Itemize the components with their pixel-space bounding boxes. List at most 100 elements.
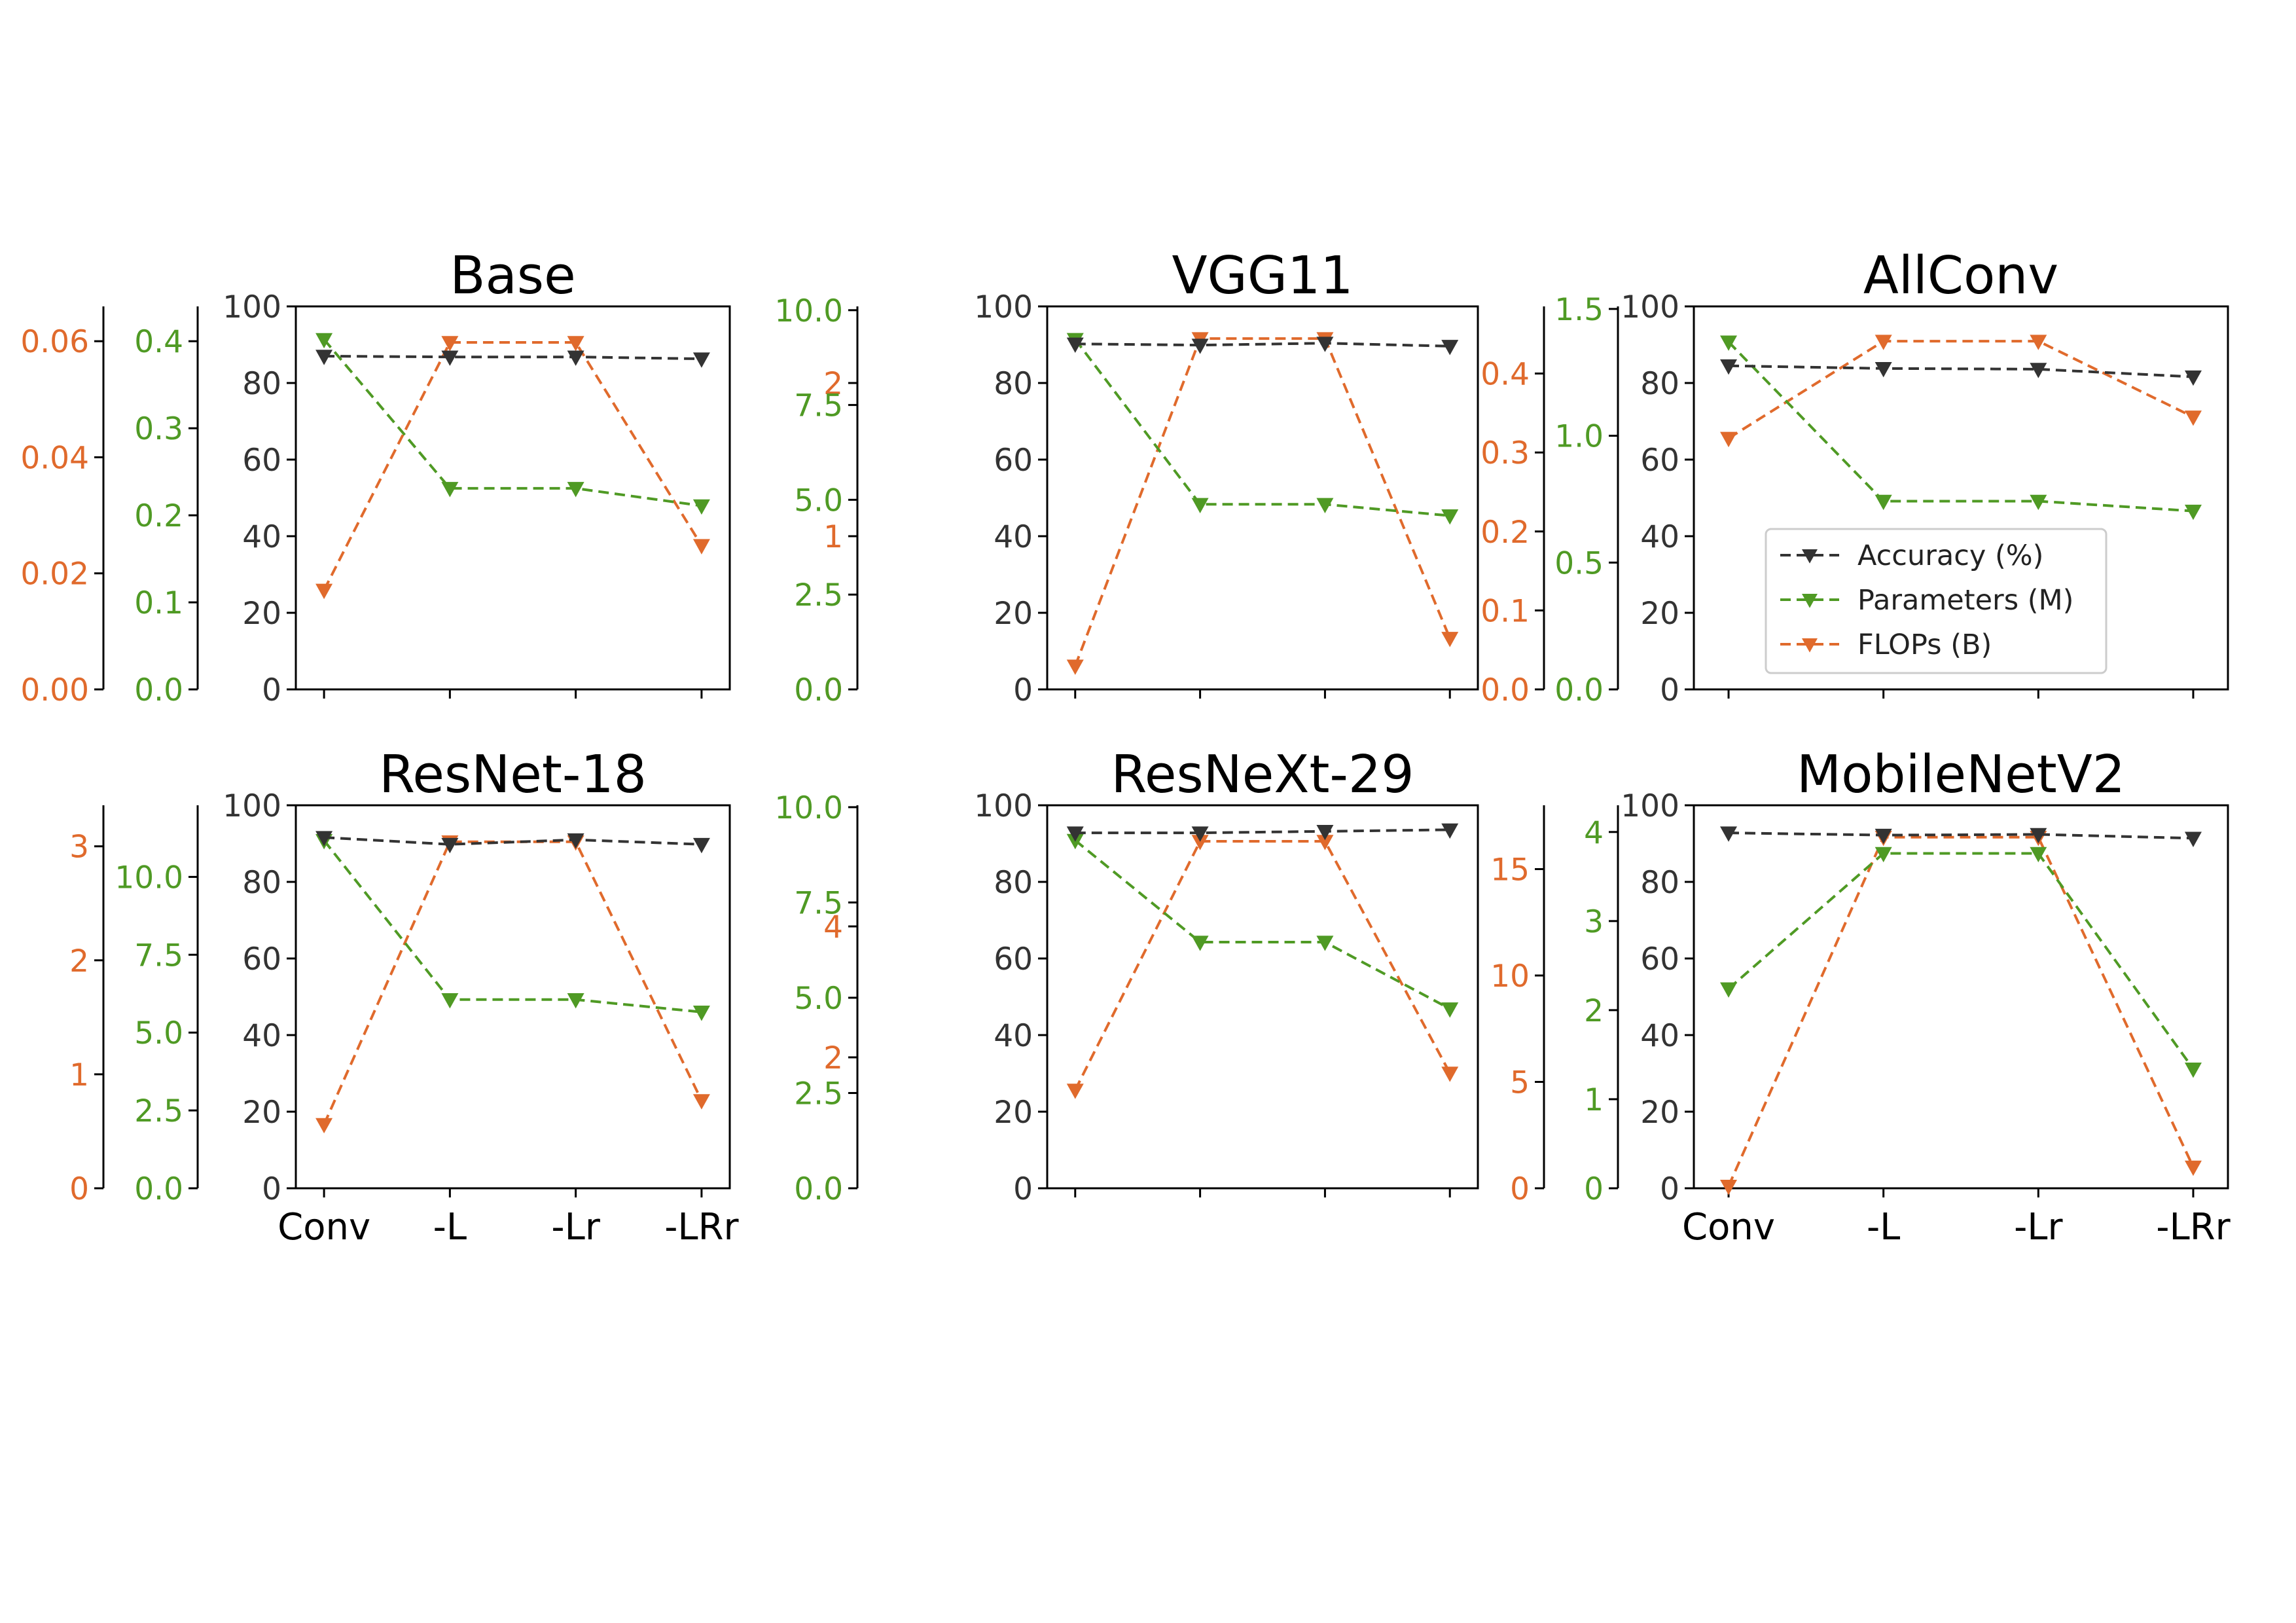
x-tick-label: -LRr — [664, 1206, 739, 1249]
y-tick-label-accuracy: 20 — [1640, 596, 1679, 632]
data-point-parameters — [1191, 498, 1209, 513]
y-tick-label-parameters: 2.5 — [794, 577, 843, 613]
legend-marker-flops — [1802, 638, 1818, 653]
data-point-parameters — [567, 993, 584, 1009]
data-point-flops — [1066, 1084, 1084, 1099]
series-line-accuracy — [323, 836, 702, 846]
series-line-parameters — [1074, 338, 1450, 517]
data-point-parameters — [441, 993, 459, 1009]
y-tick-label-accuracy: 40 — [242, 1018, 281, 1054]
data-point-accuracy — [1191, 338, 1209, 354]
y-tick-label-accuracy: 0 — [1660, 1171, 1679, 1207]
data-point-parameters — [2184, 1062, 2202, 1078]
y-tick-label-flops: 2 — [69, 943, 89, 979]
y-tick-label-parameters: 0.0 — [794, 672, 843, 708]
y-tick-label-flops: 0.0 — [1480, 672, 1530, 708]
y-axis-parameters: 0.0 0.5 1.0 1.5 — [1554, 292, 1619, 708]
data-point-accuracy — [692, 837, 710, 854]
y-tick-label-accuracy: 100 — [1621, 788, 1679, 824]
series-line-flops — [1073, 337, 1452, 666]
series-line-parameters — [323, 338, 702, 507]
y-tick-label-parameters: 5.0 — [134, 1015, 183, 1051]
y-tick-label-accuracy: 20 — [242, 596, 281, 632]
series-line-accuracy — [1075, 828, 1450, 835]
y-axis-flops: 0 1 2 3 — [69, 805, 105, 1207]
x-tick-label: Conv — [278, 1206, 370, 1249]
data-point-accuracy — [1441, 340, 1459, 356]
y-axis-flops: 0 5 10 15 — [1490, 805, 1545, 1207]
y-tick-label-accuracy: 60 — [242, 443, 281, 479]
data-point-accuracy — [315, 831, 333, 847]
y-tick-label-accuracy: 100 — [223, 289, 281, 325]
data-point-flops — [1316, 835, 1334, 850]
y-tick-label-parameters: 1.5 — [1554, 292, 1604, 328]
data-point-accuracy — [1316, 825, 1334, 841]
data-point-flops — [441, 336, 459, 352]
series-line-accuracy — [324, 355, 702, 361]
y-tick-label-flops: 0.02 — [20, 556, 89, 593]
series-line-parameters — [323, 839, 702, 1013]
y-axis-parameters: 0.0 2.5 5.0 7.5 10.0 — [774, 293, 859, 708]
y-tick-label-accuracy: 100 — [974, 788, 1033, 824]
data-point-parameters — [1191, 936, 1209, 951]
y-tick-label-flops: 0.2 — [1480, 515, 1530, 551]
y-tick-label-parameters: 2.5 — [134, 1093, 183, 1129]
data-point-flops — [315, 583, 333, 600]
x-tick-label: -Lr — [551, 1206, 600, 1249]
x-tick-label: Conv — [1682, 1206, 1775, 1249]
y-tick-label-accuracy: 20 — [994, 596, 1033, 632]
data-point-accuracy — [1874, 362, 1892, 378]
legend-box — [1765, 528, 2108, 674]
y-tick-label-parameters: 5.0 — [794, 981, 843, 1017]
y-tick-label-accuracy: 40 — [994, 1018, 1033, 1054]
y-axis-flops: 0.00 0.02 0.04 0.06 — [20, 306, 105, 708]
legend-label-parameters: Parameters (M) — [1857, 584, 2073, 617]
data-point-parameters — [1316, 498, 1334, 513]
data-point-flops — [2184, 1160, 2202, 1176]
data-point-parameters — [315, 333, 333, 349]
data-point-flops — [1720, 1180, 1738, 1195]
y-tick-label-parameters: 0.2 — [134, 498, 183, 534]
data-point-accuracy — [567, 833, 584, 849]
panel-title: ResNet-18 — [379, 744, 647, 805]
plot-frame — [295, 804, 731, 1190]
data-point-flops — [692, 539, 710, 555]
y-tick-label-accuracy: 60 — [1640, 941, 1679, 977]
y-tick-label-accuracy: 0 — [1660, 672, 1679, 708]
legend-marker-parameters — [1802, 594, 1818, 608]
data-point-accuracy — [1874, 828, 1892, 845]
plot-frame — [1693, 305, 2229, 691]
y-tick-label-flops: 10 — [1490, 958, 1530, 994]
data-point-accuracy — [2184, 370, 2202, 386]
series-line-parameters — [1727, 852, 2195, 1070]
y-tick-label-flops: 2 — [823, 1040, 843, 1076]
data-point-flops — [1441, 632, 1459, 647]
y-tick-label-parameters: 1 — [1584, 1082, 1604, 1118]
y-tick-label-accuracy: 80 — [994, 366, 1033, 402]
panel-title: Base — [450, 246, 575, 306]
y-tick-label-accuracy: 60 — [242, 941, 281, 977]
panel-resnext-29: ResNeXt-29 0 2 4 0.0 2.5 5.0 7.5 10.0 0 20 40 60 80 10… — [774, 744, 1479, 1207]
y-tick-label-parameters: 0.0 — [794, 1171, 843, 1207]
y-axis-parameters: 0 1 2 3 4 — [1584, 805, 1619, 1207]
x-tick-label: -L — [1867, 1206, 1900, 1249]
series-line-flops — [1727, 835, 2195, 1187]
y-tick-label-flops: 0 — [823, 1171, 843, 1207]
data-point-flops — [1874, 335, 1892, 350]
y-tick-label-parameters: 7.5 — [794, 388, 843, 424]
y-tick-label-accuracy: 0 — [262, 1171, 281, 1207]
y-tick-label-accuracy: 20 — [994, 1095, 1033, 1131]
legend-marker-accuracy — [1802, 549, 1818, 564]
y-tick-label-accuracy: 20 — [1640, 1095, 1679, 1131]
data-point-accuracy — [2030, 828, 2047, 844]
y-axis-parameters: 0.0 2.5 5.0 7.5 10.0 — [115, 805, 199, 1207]
data-point-parameters — [1720, 335, 1738, 351]
data-point-accuracy — [441, 837, 459, 854]
series-line-parameters — [1727, 340, 2194, 513]
y-tick-label-accuracy: 60 — [1640, 443, 1679, 479]
data-point-parameters — [1720, 982, 1738, 998]
y-tick-label-parameters: 0.4 — [134, 324, 183, 360]
y-tick-label-flops: 4 — [823, 909, 843, 945]
